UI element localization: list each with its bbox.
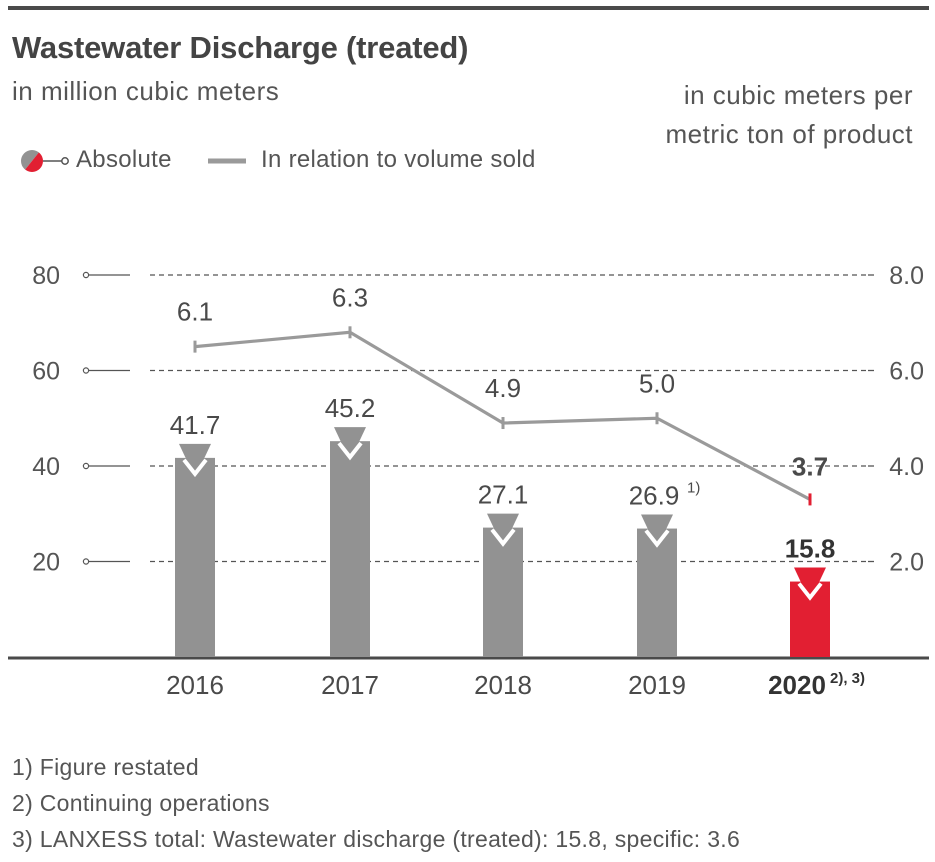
chart-title: Wastewater Discharge (treated) [12, 30, 469, 65]
category-label-2016: 2016 [166, 670, 224, 700]
right-tick-label: 2.0 [889, 549, 924, 577]
bar-value-label: 26.9 [629, 481, 680, 511]
line-legend-icon [208, 158, 246, 164]
right-tick-label: 8.0 [889, 262, 924, 290]
footnote-1: 1) Figure restated [12, 754, 199, 780]
bar-value-label: 27.1 [478, 480, 529, 510]
line-series [194, 330, 811, 501]
top-rule [8, 6, 929, 10]
bar-2019 [637, 528, 677, 657]
line-value-label: 5.0 [639, 368, 675, 398]
bar-marker [487, 513, 519, 548]
category-label-2017: 2017 [321, 670, 379, 700]
legend-absolute-label: Absolute [76, 146, 172, 173]
footnote-3: 3) LANXESS total: Wastewater discharge (… [12, 826, 741, 852]
left-tick-marker [82, 462, 90, 470]
right-axis-unit: in cubic meters per metric ton of produc… [666, 76, 914, 154]
right-axis-unit-line2: metric ton of product [665, 119, 913, 149]
bar-marker [641, 514, 673, 549]
category-superscript: 2), 3) [830, 670, 865, 687]
legend-line-label: In relation to volume sold [261, 146, 536, 173]
bar-value-superscript: 1) [687, 480, 700, 497]
line-value-label: 3.7 [792, 451, 828, 481]
category-label-2018: 2018 [474, 670, 532, 700]
bar-value-label: 15.8 [785, 534, 836, 564]
line-value-label: 6.1 [177, 297, 213, 327]
bar-value-label: 45.2 [325, 393, 376, 423]
bar-2018 [483, 527, 523, 657]
line-value-label: 4.9 [485, 373, 521, 403]
bar-marker [179, 443, 211, 478]
bar-marker-notch [182, 458, 208, 478]
left-tick-marker [82, 271, 90, 279]
bar-marker-notch [490, 528, 516, 547]
footnotes: 1) Figure restated 2) Continuing operati… [12, 749, 740, 857]
left-tick-label: 40 [32, 453, 60, 481]
bar-value-label: 41.7 [170, 410, 221, 440]
left-axis-unit: in million cubic meters [12, 76, 280, 106]
bar-2017 [330, 441, 370, 657]
right-tick-label: 4.0 [889, 453, 924, 481]
bar-2016 [175, 457, 215, 657]
bar-marker-notch [797, 582, 823, 601]
left-tick-label: 80 [32, 262, 60, 290]
footnote-2: 2) Continuing operations [12, 790, 270, 816]
absolute-legend-icon [21, 150, 69, 172]
right-axis-unit-line1: in cubic meters per [683, 80, 913, 110]
bar-marker-notch [337, 441, 363, 461]
left-tick-label: 20 [32, 549, 60, 577]
bar-marker [334, 427, 366, 462]
line-value-label: 6.3 [332, 282, 368, 312]
left-tick-marker [82, 367, 90, 374]
bar-marker-notch [644, 529, 670, 548]
left-tick-label: 60 [32, 358, 60, 386]
bar-marker [794, 567, 826, 602]
left-tick-marker [82, 558, 90, 565]
right-tick-label: 6.0 [889, 358, 924, 386]
category-label-2020: 2020 [768, 670, 826, 700]
category-label-2019: 2019 [628, 670, 686, 700]
